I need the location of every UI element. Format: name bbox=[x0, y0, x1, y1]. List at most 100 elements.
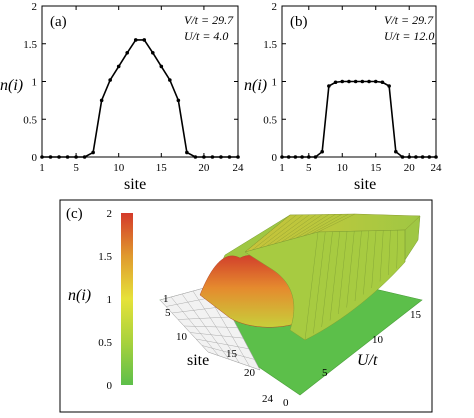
panel-b-data-point bbox=[327, 84, 331, 88]
mesh-line bbox=[317, 213, 356, 233]
panel-a-data-point bbox=[82, 155, 87, 159]
panel-b: 00.511.52 1 5 10 15 20 24 (b) V/t = 29.7 U/t … bbox=[244, 1, 442, 193]
panel-b-data-point bbox=[373, 79, 378, 84]
grid-line bbox=[181, 293, 229, 360]
panel-b-xtick-label: 5 bbox=[306, 162, 312, 174]
panel-a-ylabel: n(i) bbox=[0, 77, 23, 94]
mesh-line bbox=[371, 230, 377, 289]
panel-b-data-point bbox=[380, 80, 385, 85]
site-tick-label: 5 bbox=[165, 307, 171, 319]
mesh-line bbox=[379, 230, 384, 282]
panel-b-xtick-label: 10 bbox=[337, 162, 349, 174]
panel-a-data-point bbox=[125, 51, 130, 55]
panel-b-data-point bbox=[434, 155, 438, 159]
panel-c-zlabel: n(i) bbox=[68, 287, 91, 304]
mesh-line bbox=[388, 230, 391, 276]
site-tick-label: 20 bbox=[244, 367, 256, 379]
mesh-line bbox=[329, 231, 340, 321]
mesh-line bbox=[303, 214, 343, 237]
panel-a-data-point bbox=[48, 155, 53, 159]
panel-a-data-point bbox=[236, 155, 240, 159]
site-tick-label: 10 bbox=[176, 331, 188, 343]
panel-c-frame bbox=[59, 199, 433, 413]
mesh-line bbox=[313, 231, 326, 334]
panel-a-data-point bbox=[159, 64, 164, 69]
panel-a-data-point bbox=[116, 64, 121, 69]
panel-a-ytick-label: 1.5 bbox=[23, 39, 37, 51]
panel-c-ylabel: U/t bbox=[357, 352, 378, 369]
panel-a-xlabel: site bbox=[124, 176, 146, 193]
panel-a: 00.511.52 1 5 10 15 20 24 (a) V/t = 29.7 U/t … bbox=[0, 1, 244, 193]
panel-a-data-point bbox=[91, 150, 95, 155]
surface-grid-lines bbox=[159, 284, 261, 371]
panel-b-xtick-label: 24 bbox=[431, 162, 443, 174]
surface-side-value: 1 bbox=[163, 293, 169, 305]
panel-a-ytick-label: 1 bbox=[32, 77, 38, 89]
panel-b-xtick-label: 1 bbox=[279, 162, 285, 174]
mesh-line bbox=[304, 231, 319, 341]
panel-a-data-point bbox=[168, 78, 172, 82]
grid-line bbox=[195, 338, 249, 349]
mesh-line bbox=[363, 230, 369, 295]
panel-b-data-point bbox=[320, 149, 324, 154]
site-tick-label: 24 bbox=[262, 393, 274, 405]
mesh-line bbox=[321, 231, 333, 328]
mesh-line bbox=[252, 214, 297, 251]
panel-b-data-point bbox=[340, 79, 345, 84]
panel-a-ytick-label: 0.5 bbox=[23, 114, 37, 126]
mesh-line bbox=[259, 214, 304, 249]
mesh-line bbox=[295, 214, 336, 239]
mesh-line bbox=[281, 214, 323, 243]
grid-line bbox=[192, 290, 240, 363]
grid-line bbox=[189, 332, 244, 339]
mesh-line bbox=[266, 214, 310, 247]
panel-c-xlabel: site bbox=[187, 352, 209, 369]
panel-b-ytick-label: 2 bbox=[272, 1, 278, 13]
panel-b-data-point bbox=[347, 79, 351, 84]
panel-a-param-v: V/t = 29.7 bbox=[184, 13, 234, 27]
mesh-line bbox=[346, 231, 355, 308]
panel-a-data-point bbox=[65, 155, 70, 159]
panel-b-data-point bbox=[407, 155, 412, 159]
panel-b-ytick-label: 0.5 bbox=[263, 114, 277, 126]
u-tick-label: 15 bbox=[410, 309, 422, 321]
panel-b-data-point bbox=[394, 149, 398, 154]
panel-c-label: (c) bbox=[66, 206, 83, 222]
grid-line bbox=[183, 325, 238, 328]
grid-line bbox=[201, 345, 255, 360]
panel-b-data-point bbox=[400, 155, 405, 159]
panel-a-xtick-label: 24 bbox=[233, 162, 245, 174]
colorbar bbox=[121, 213, 133, 385]
surface-front-slope bbox=[244, 229, 406, 341]
panel-b-xlabel: site bbox=[354, 176, 376, 193]
panel-b-data-point bbox=[427, 155, 432, 159]
grid-line bbox=[207, 351, 261, 371]
panel-b-ytick-label: 0 bbox=[272, 152, 278, 164]
panel-a-xtick-label: 1 bbox=[39, 162, 45, 174]
u-tick-label: 10 bbox=[372, 334, 384, 346]
panel-b-xtick-label: 15 bbox=[370, 162, 382, 174]
surface-mesh bbox=[244, 213, 406, 341]
mesh-line bbox=[310, 213, 349, 235]
panel-b-data-point bbox=[280, 155, 284, 159]
panel-a-data-point bbox=[176, 98, 181, 103]
panel-b-ytick-label: 1 bbox=[272, 77, 278, 89]
panel-b-ytick-label: 1.5 bbox=[263, 39, 277, 51]
panel-a-data-point bbox=[74, 155, 78, 159]
panel-b-data-point bbox=[367, 79, 371, 84]
u-tick-label: 0 bbox=[283, 397, 289, 409]
panel-a-param-u: U/t = 4.0 bbox=[184, 29, 228, 43]
panel-b-data-point bbox=[300, 155, 304, 159]
panel-b-data-point bbox=[387, 84, 391, 88]
panel-a-xtick-label: 10 bbox=[113, 162, 125, 174]
colorbar-tick-label: 0 bbox=[107, 380, 113, 392]
panel-a-data-point bbox=[142, 38, 147, 42]
panel-b-data-point bbox=[333, 80, 338, 85]
panel-b-series-line bbox=[282, 80, 436, 158]
panel-a-data-point bbox=[227, 155, 232, 159]
mesh-line bbox=[288, 214, 330, 241]
panel-a-xtick-label: 20 bbox=[198, 162, 210, 174]
mesh-line bbox=[354, 230, 362, 302]
panel-a-xtick-label: 5 bbox=[73, 162, 79, 174]
